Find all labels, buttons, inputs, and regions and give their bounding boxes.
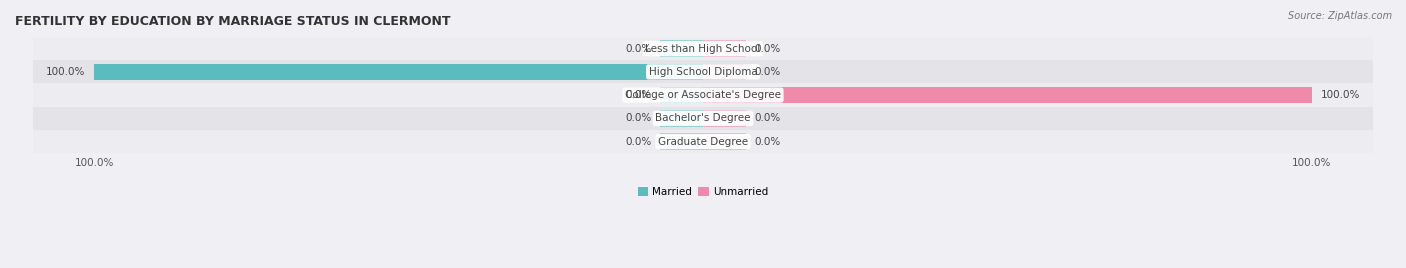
- Legend: Married, Unmarried: Married, Unmarried: [634, 183, 772, 201]
- Bar: [703, 110, 745, 127]
- Text: Graduate Degree: Graduate Degree: [658, 136, 748, 147]
- Text: FERTILITY BY EDUCATION BY MARRIAGE STATUS IN CLERMONT: FERTILITY BY EDUCATION BY MARRIAGE STATU…: [15, 15, 450, 28]
- Text: Less than High School: Less than High School: [645, 44, 761, 54]
- Text: 0.0%: 0.0%: [755, 113, 780, 123]
- Text: 0.0%: 0.0%: [626, 90, 651, 100]
- Bar: [661, 133, 703, 150]
- Bar: [34, 130, 1372, 153]
- Text: 0.0%: 0.0%: [626, 44, 651, 54]
- Bar: [34, 83, 1372, 107]
- Text: Source: ZipAtlas.com: Source: ZipAtlas.com: [1288, 11, 1392, 21]
- Text: 0.0%: 0.0%: [755, 67, 780, 77]
- Bar: [34, 107, 1372, 130]
- Text: 100.0%: 100.0%: [45, 67, 84, 77]
- Text: 0.0%: 0.0%: [626, 136, 651, 147]
- Bar: [703, 87, 1312, 103]
- Bar: [703, 133, 745, 150]
- Bar: [661, 110, 703, 127]
- Text: College or Associate's Degree: College or Associate's Degree: [626, 90, 780, 100]
- Text: 0.0%: 0.0%: [626, 113, 651, 123]
- Bar: [661, 87, 703, 103]
- Text: High School Diploma: High School Diploma: [648, 67, 758, 77]
- Bar: [703, 64, 745, 80]
- Bar: [661, 40, 703, 57]
- Bar: [34, 37, 1372, 60]
- Text: Bachelor's Degree: Bachelor's Degree: [655, 113, 751, 123]
- Text: 100.0%: 100.0%: [1322, 90, 1361, 100]
- Text: 0.0%: 0.0%: [755, 44, 780, 54]
- Bar: [703, 40, 745, 57]
- Text: 0.0%: 0.0%: [755, 136, 780, 147]
- Bar: [34, 60, 1372, 83]
- Bar: [94, 64, 703, 80]
